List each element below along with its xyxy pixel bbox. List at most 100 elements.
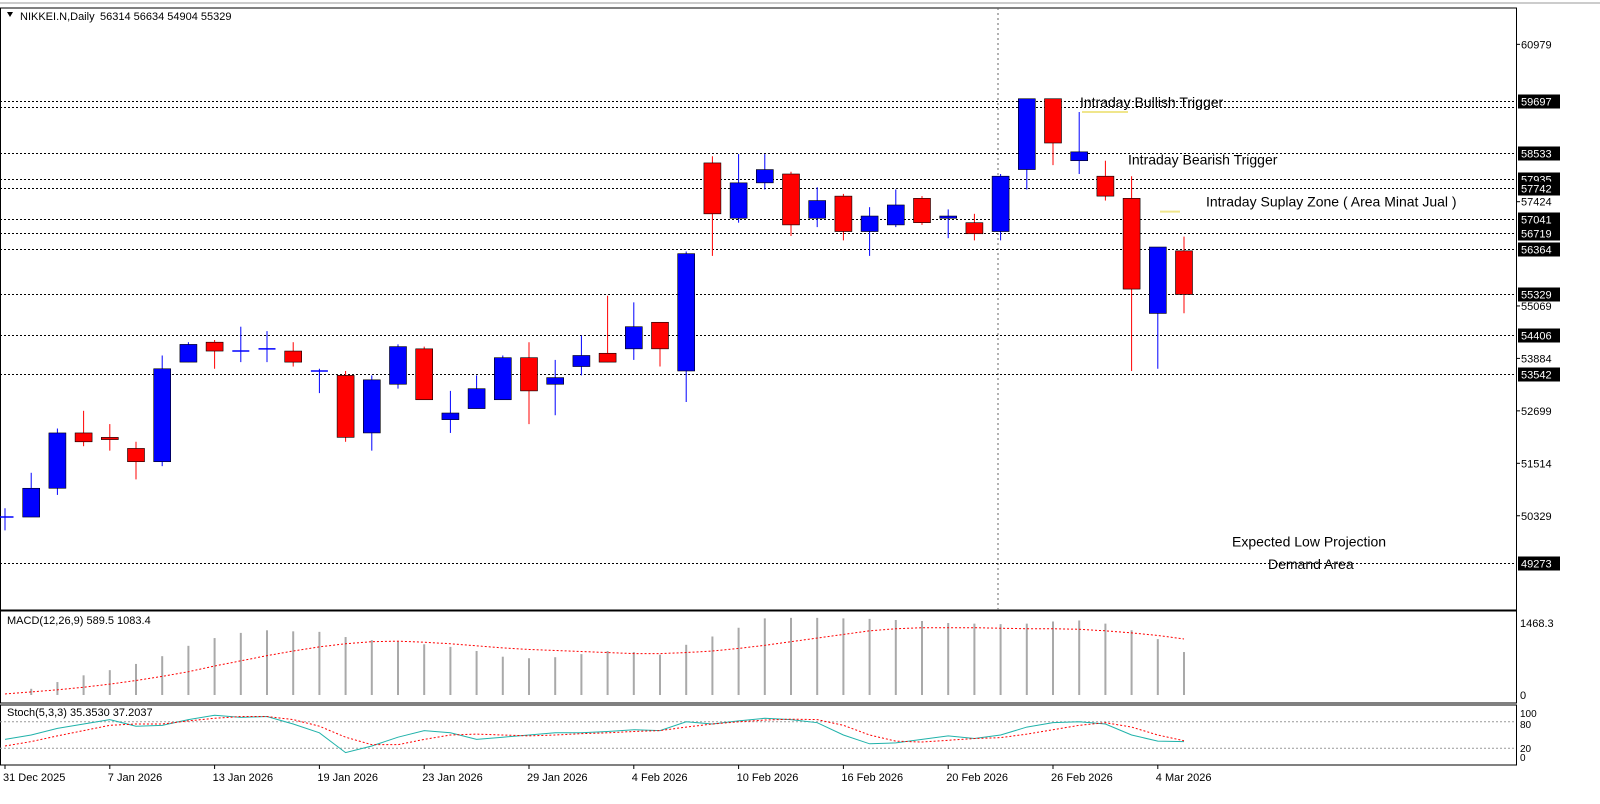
x-axis-label: 19 Jan 2026: [317, 772, 378, 784]
price-label-box: [1518, 94, 1560, 109]
candle-bear: [127, 448, 145, 463]
price-label: 59697: [1521, 97, 1552, 109]
chart-annotation: Demand Area: [1268, 556, 1354, 572]
chart-annotation: Intraday Bearish Trigger: [1128, 152, 1278, 168]
candle-bear: [913, 198, 931, 223]
candle-bear: [520, 357, 538, 392]
candle-bear: [782, 173, 800, 226]
price-label-box: [1518, 146, 1560, 161]
price-label: 54406: [1521, 331, 1552, 343]
stoch-main-line: [4, 714, 1185, 754]
candle-bear: [74, 432, 93, 443]
candle-bear: [965, 222, 984, 235]
candle-bull: [153, 368, 171, 463]
candle-bull: [493, 357, 512, 401]
candle-bear: [1122, 198, 1141, 290]
main-panel-frame: [0, 7, 1517, 611]
candle-bull: [467, 388, 486, 409]
candle-bull: [729, 182, 748, 219]
candle-bull: [441, 412, 460, 420]
candle-bull: [362, 379, 381, 434]
price-label-box: [1518, 287, 1560, 302]
macd-y-tick: 0: [1520, 690, 1526, 702]
candle-bull: [22, 487, 41, 518]
candle-bull: [1149, 246, 1167, 314]
price-label: 57742: [1521, 184, 1552, 196]
candle-bull: [546, 377, 565, 385]
chart-annotation: Intraday Bullish Trigger: [1080, 94, 1224, 110]
candle-bull: [179, 344, 198, 363]
stoch-y-tick: 80: [1520, 720, 1532, 731]
chart-annotation: Expected Low Projection: [1232, 533, 1386, 549]
y-tick-label: 60979: [1521, 39, 1552, 51]
stoch-label: Stoch(5,3,3) 35.3530 37.2037: [7, 707, 153, 719]
candle-bear: [1044, 98, 1062, 144]
y-tick-label: 53884: [1521, 353, 1552, 365]
price-label: 56719: [1521, 229, 1552, 241]
stoch-y-tick: 100: [1520, 709, 1537, 720]
x-axis-label: 16 Feb 2026: [841, 772, 903, 784]
y-tick-label: 57424: [1521, 197, 1552, 209]
candle-bear: [703, 162, 722, 215]
macd-signal-line: [4, 627, 1185, 695]
candle-bull: [939, 215, 958, 219]
candle-bull: [860, 215, 879, 232]
candle-bear: [598, 352, 617, 363]
candle-bear: [651, 321, 669, 350]
dropdown-arrow-icon: [7, 12, 13, 17]
candle-bear: [336, 375, 355, 438]
x-axis-label: 20 Feb 2026: [946, 772, 1008, 784]
macd-y-tick: 1468.3: [1520, 618, 1554, 630]
y-tick-label: 55069: [1521, 301, 1552, 313]
candle-bear: [101, 437, 119, 440]
symbol-label: NIKKEI.N,Daily: [20, 11, 95, 23]
x-axis-label: 23 Jan 2026: [422, 772, 483, 784]
candle-bull: [808, 200, 827, 219]
y-tick-label: 52699: [1521, 406, 1552, 418]
macd-label: MACD(12,26,9) 589.5 1083.4: [7, 615, 151, 627]
price-label-box: [1518, 328, 1560, 343]
candle-bull: [755, 169, 774, 184]
candle-bull: [1017, 98, 1036, 170]
candle-bull: [572, 355, 591, 367]
chart-annotation: Intraday Suplay Zone ( Area Minat Jual ): [1206, 194, 1457, 210]
price-label: 53542: [1521, 370, 1552, 382]
x-axis-label: 26 Feb 2026: [1051, 772, 1113, 784]
x-axis-label: 7 Jan 2026: [108, 772, 162, 784]
x-axis-label: 13 Jan 2026: [213, 772, 274, 784]
candle-bull: [389, 346, 407, 385]
candle-bear: [205, 341, 224, 352]
x-axis-label: 10 Feb 2026: [737, 772, 799, 784]
candle-bull: [991, 175, 1010, 232]
candle-bull: [886, 204, 905, 226]
candle-bull: [48, 432, 67, 489]
price-label: 55329: [1521, 290, 1552, 302]
x-axis-label: 4 Feb 2026: [632, 772, 688, 784]
stoch-panel-frame: [0, 704, 1517, 766]
price-label-box: [1518, 226, 1560, 241]
stoch-y-tick: 20: [1520, 744, 1532, 755]
y-tick-label: 51514: [1521, 458, 1552, 470]
ohlc-readout: 56314 56634 54904 55329: [100, 11, 232, 23]
price-label: 57041: [1521, 215, 1552, 227]
stoch-signal-line: [4, 716, 1185, 747]
candle-bear: [284, 350, 303, 363]
x-axis-label: 31 Dec 2025: [3, 772, 65, 784]
candle-bull: [677, 253, 696, 372]
price-label: 49273: [1521, 559, 1552, 571]
candle-bull: [624, 326, 643, 350]
price-label-box: [1518, 212, 1560, 227]
macd-panel-frame: [0, 610, 1517, 704]
x-axis-label: 4 Mar 2026: [1156, 772, 1212, 784]
price-label-box: [1518, 181, 1560, 196]
candle-bull: [1070, 151, 1088, 162]
candle-bear: [1175, 250, 1193, 295]
candle-bear: [415, 348, 434, 401]
price-label-box: [1518, 367, 1560, 382]
price-label: 56364: [1521, 245, 1552, 257]
candle-bear: [834, 195, 853, 232]
candle-bear: [1096, 175, 1115, 197]
price-label: 58533: [1521, 149, 1552, 161]
price-label-box: [1518, 556, 1560, 571]
